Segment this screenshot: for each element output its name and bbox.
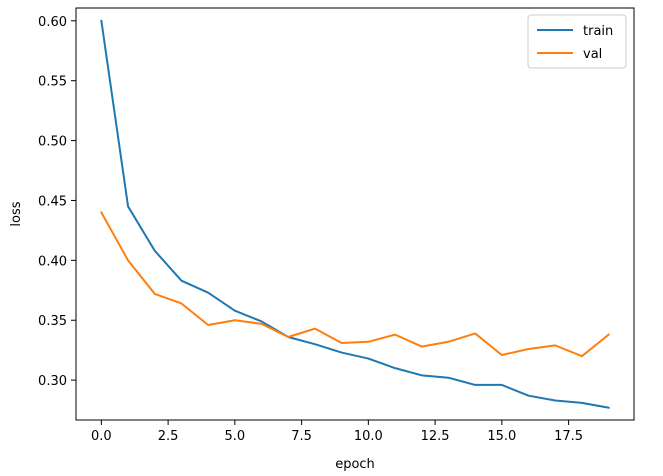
- y-tick-label: 0.50: [38, 135, 67, 150]
- legend: train val: [527, 14, 627, 69]
- y-tick-label: 0.30: [38, 374, 67, 389]
- y-tick-label: 0.60: [38, 15, 67, 30]
- y-tick-label: 0.45: [38, 194, 67, 209]
- x-tick-label: 7.5: [291, 429, 312, 444]
- y-tick-label: 0.35: [38, 314, 67, 329]
- plot-area: [75, 7, 635, 421]
- x-tick-label: 2.5: [158, 429, 179, 444]
- legend-label-val: val: [583, 47, 602, 62]
- y-tick-label: 0.55: [38, 75, 67, 90]
- x-tick-label: 12.5: [421, 429, 450, 444]
- y-axis: 0.30 0.35 0.40 0.45 0.50 0.55 0.60: [38, 15, 76, 389]
- legend-box: [527, 14, 627, 69]
- y-axis-label: loss: [9, 201, 24, 226]
- x-tick-label: 0.0: [91, 429, 112, 444]
- x-tick-label: 5.0: [225, 429, 246, 444]
- x-tick-label: 10.0: [354, 429, 383, 444]
- x-axis-label: epoch: [335, 457, 375, 472]
- legend-label-train: train: [583, 24, 613, 39]
- x-tick-label: 17.5: [554, 429, 583, 444]
- y-tick-label: 0.40: [38, 254, 67, 269]
- series-line-train: [100, 19, 610, 409]
- x-tick-label: 15.0: [487, 429, 516, 444]
- series-line-val: [99, 211, 611, 358]
- x-axis: 0.0 2.5 5.0 7.5 10.0 12.5 15.0 17.5: [91, 420, 583, 444]
- series-lines: [99, 19, 611, 409]
